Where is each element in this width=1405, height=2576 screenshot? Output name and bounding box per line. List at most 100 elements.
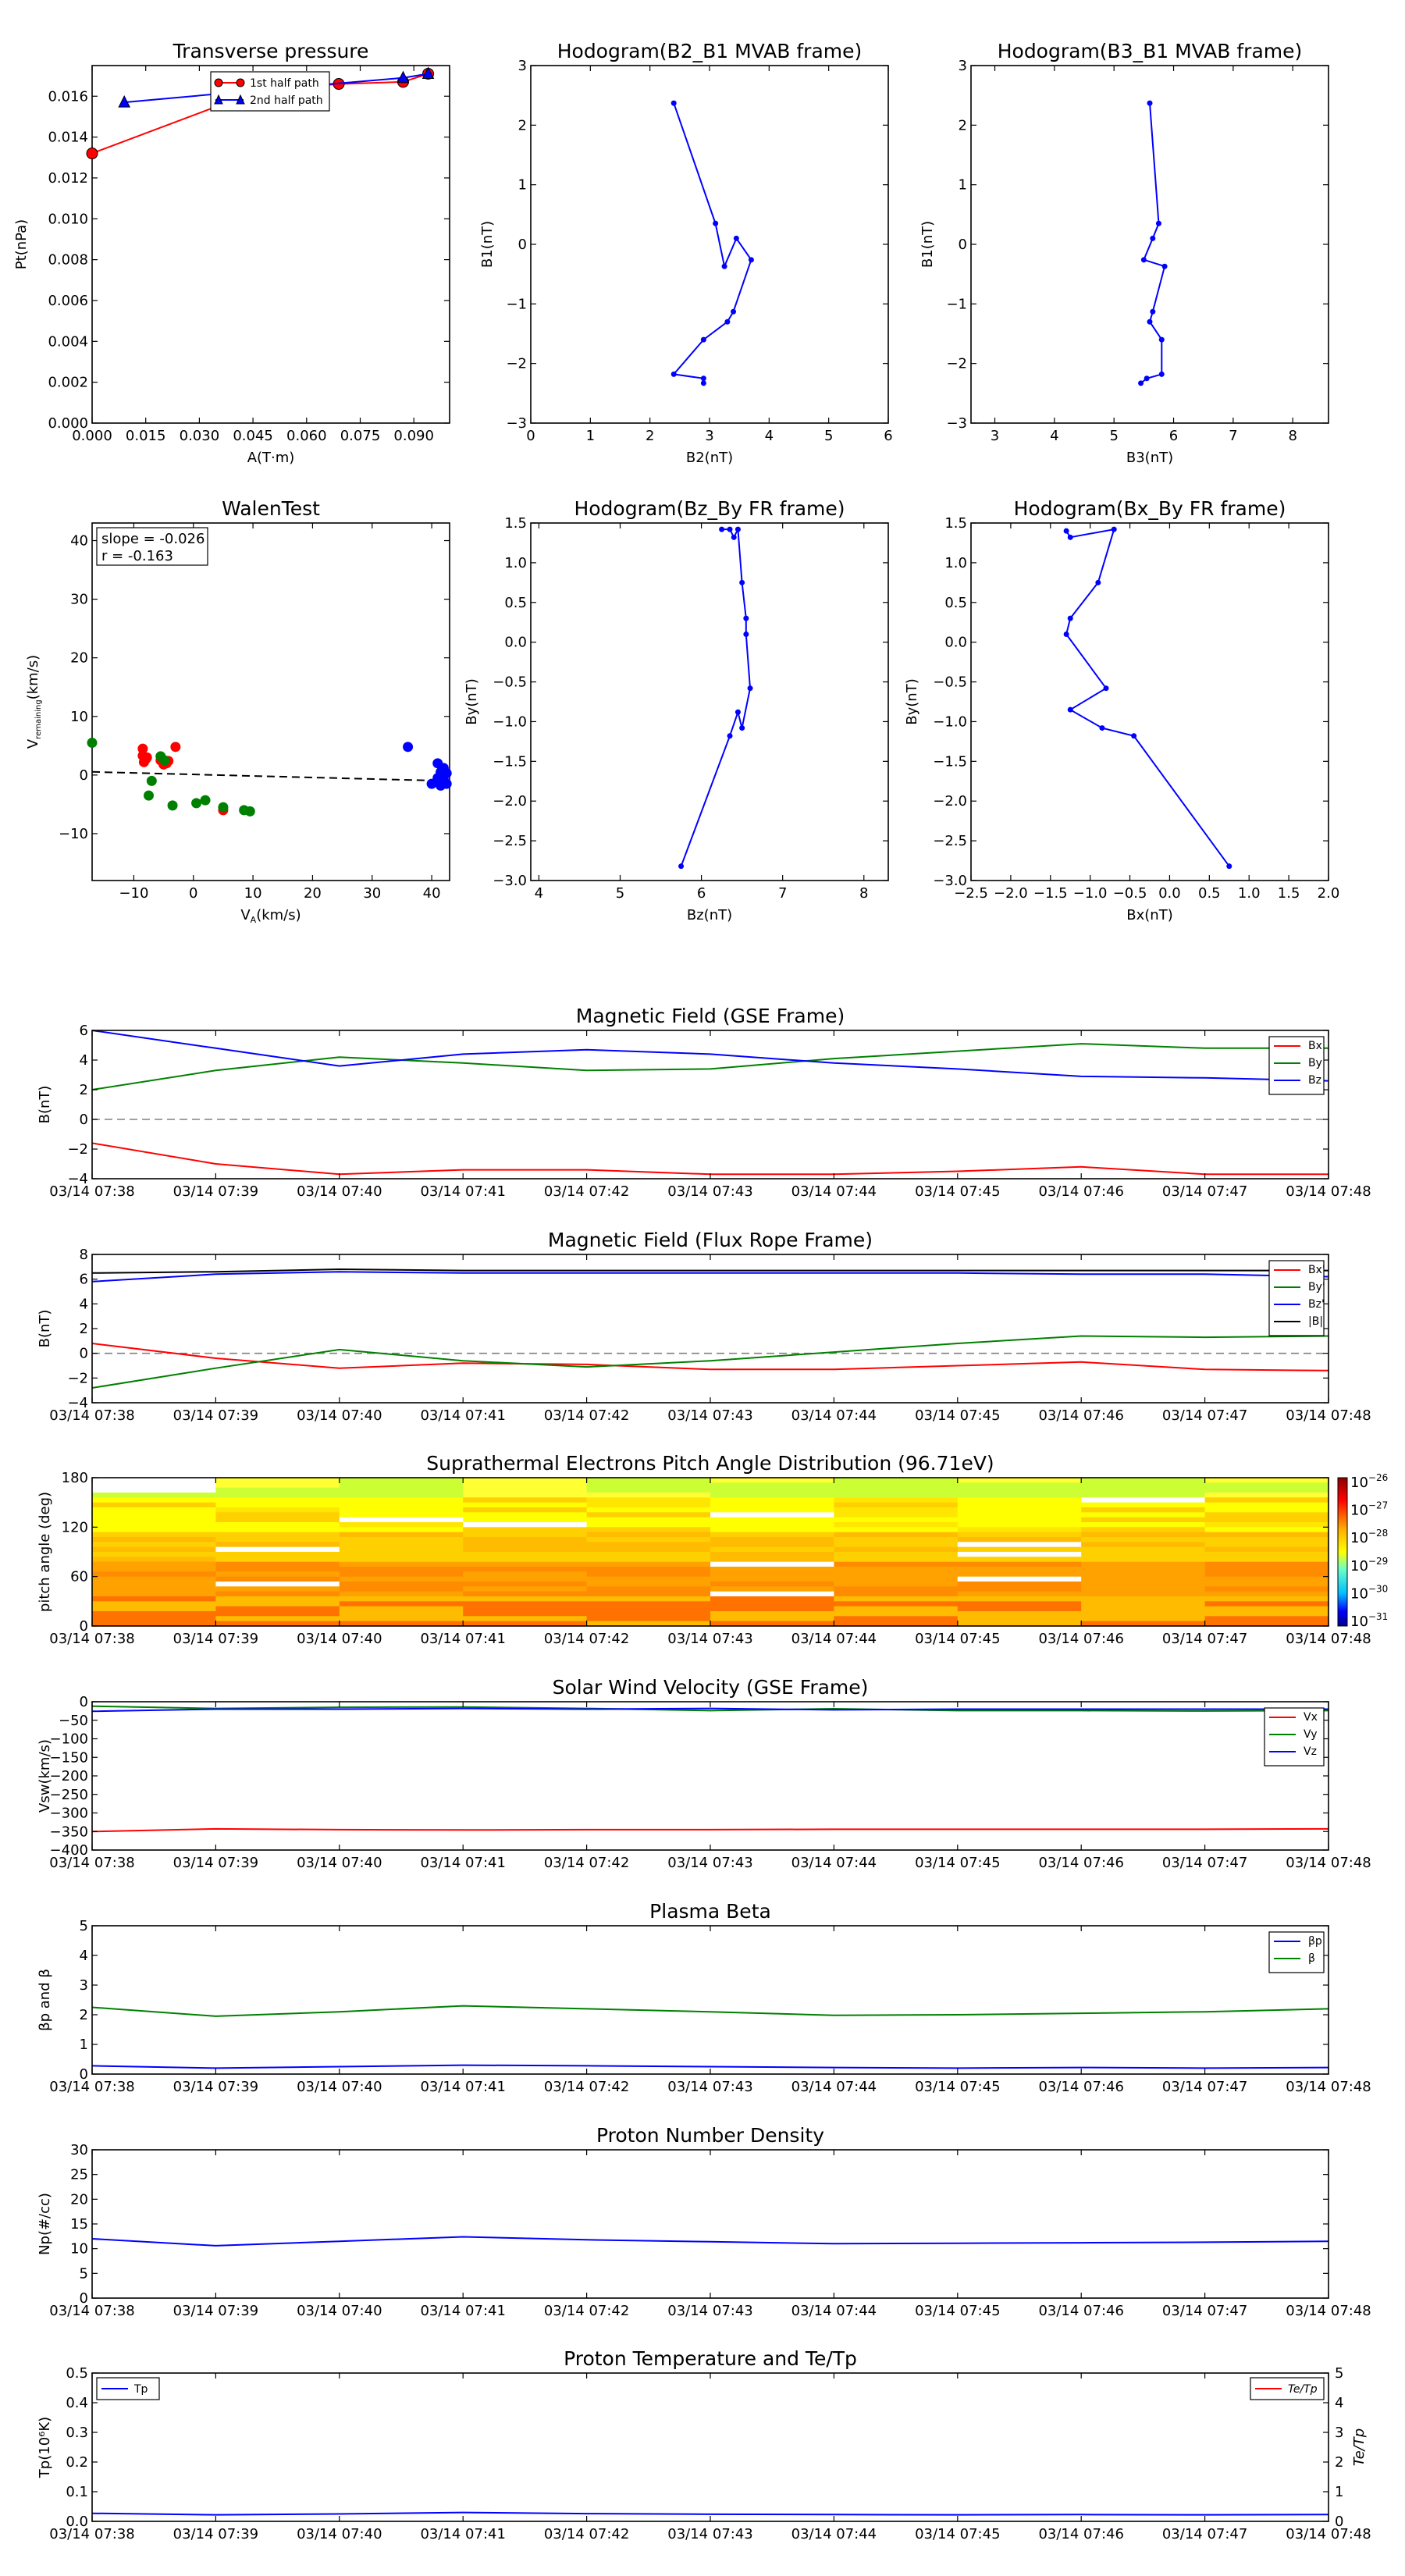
pt-ytick-label: 0.014 [48,130,88,146]
pad-cell [1204,1606,1329,1612]
tp-ytick-label: 0.5 [66,2365,88,2382]
pad-cell [957,1601,1082,1607]
hodo_b2b1-point [733,235,739,241]
hodo_bxby-ytick-label: −3.0 [933,873,967,889]
hodo_b2b1-ytick-label: 0 [518,237,527,253]
pad-cell [215,1606,340,1612]
pad-cell [586,1552,711,1557]
hodo_bxby-point [1111,526,1117,532]
pad-cell [957,1537,1082,1542]
hodo_bxby-point [1067,615,1073,621]
bfr-series-Bx' [91,1343,1329,1372]
hodo_b2b1-point [721,263,727,269]
hodo_bzby-xtick-label: 6 [697,885,706,902]
pad-cell [586,1591,711,1597]
pad-cell [215,1517,340,1523]
hodo_bxby-point [1063,528,1069,534]
pad-cell [339,1557,464,1563]
pad-cell [1081,1522,1206,1528]
pad-cell [92,1502,216,1508]
bgse-series-Bx [91,1142,1329,1176]
bfr-frame [91,1254,1329,1404]
tp-xtick-label: 03/14 07:44 [791,2526,877,2542]
pad-cell [710,1478,834,1483]
pad-colorbar-label: 10−30 [1350,1583,1388,1602]
pad-cell [710,1561,834,1567]
pt-legend-label: 1st half path [250,77,319,90]
pad-cell [92,1557,216,1563]
pad-cell [215,1611,340,1617]
pad-cell [834,1561,959,1567]
pad-cell [339,1571,464,1578]
beta-xtick-label: 03/14 07:42 [544,2079,629,2095]
pad-cell [92,1596,216,1602]
walen-ytick-label: −10 [59,826,88,842]
pt-xtick-label: 0.030 [180,428,220,444]
pad-cell [215,1601,340,1607]
pad-cell [957,1546,1082,1553]
pad-cell [1081,1571,1206,1578]
pad-cell [463,1493,588,1498]
hodo_b2b1-point [670,371,677,377]
hodo_b2b1-ytick-label: 1 [518,177,527,194]
vsw-ytick-label: 0 [80,1694,88,1710]
pad-ytick-label: 180 [62,1470,88,1486]
hodo_bxby-ylabel: By(nT) [904,678,920,724]
pad-cell [586,1601,711,1607]
vsw-ytick-label: −150 [50,1749,88,1766]
pad-cell [834,1507,959,1513]
pad-cell [1081,1621,1206,1627]
pad-cell [710,1557,834,1563]
bfr-xtick-label: 03/14 07:47 [1162,1407,1247,1424]
pad-cell [339,1611,464,1617]
vsw-ytick-label: −250 [50,1787,88,1803]
vsw-ytick-label: −350 [50,1823,88,1840]
vsw-xtick-label: 03/14 07:47 [1162,1855,1247,1871]
bgse-ytick-label: −2 [67,1141,88,1158]
pad-cell [339,1502,464,1508]
hodo_bxby-xtick-label: −1.0 [1073,885,1108,902]
hodo_b3b1-xtick-label: 7 [1229,428,1237,444]
beta-series-β [91,2005,1329,2017]
pad-cell [92,1567,216,1572]
walen-point-x [137,743,148,754]
pad-cell [339,1591,464,1597]
walen-xlabel: VA(km/s) [240,907,301,925]
beta-legend-label: βp [1308,1935,1322,1948]
pad-cell [710,1552,834,1557]
pad-cell [1204,1497,1329,1503]
pad-cell [834,1591,959,1597]
pad-cell [92,1616,216,1622]
pad-cell [957,1482,1082,1489]
pad-cell [834,1487,959,1493]
pad-cell [710,1542,834,1548]
hodo_bzby-series-Bz_By [680,526,752,867]
hodo_b3b1-ytick-label: 0 [959,237,967,253]
hodo_b3b1-xtick-label: 8 [1288,428,1297,444]
pt-ytick-label: 0.012 [48,170,88,187]
bgse-frame [91,1030,1329,1179]
hodo_b2b1-point [713,220,719,226]
hodo_bxby-point [1226,863,1232,870]
hodo_bzby-point [739,579,745,585]
pad-cell [1081,1567,1206,1572]
pad-cell [215,1532,340,1538]
pad-cell [957,1557,1082,1563]
pad-cell [463,1596,588,1602]
pad-cell [586,1557,711,1563]
pad-cell [834,1517,959,1523]
pad-cell [710,1507,834,1513]
walen-ytick-label: 10 [70,709,88,725]
pad-cell [957,1497,1082,1503]
hodo_b3b1-xtick-label: 6 [1169,428,1178,444]
pad-cell [339,1482,464,1489]
hodo_bxby-xlabel: Bx(nT) [1126,907,1172,923]
pad-cell [463,1611,588,1617]
hodo_b2b1-xtick-label: 2 [646,428,654,444]
pt-ytick-label: 0.010 [48,211,88,227]
pad-cell [834,1582,959,1587]
pad-cell [957,1552,1082,1557]
pad-cell [710,1512,834,1518]
beta-legend-label: β [1308,1952,1315,1965]
pad-cell [710,1537,834,1542]
